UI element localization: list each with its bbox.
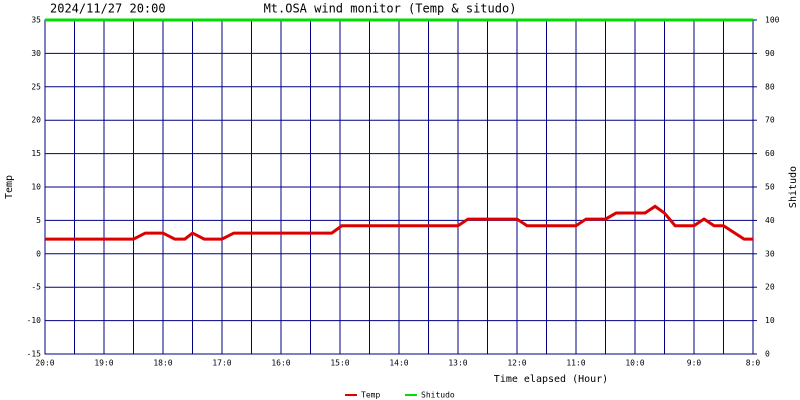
y2-tick-label: 90 <box>765 49 775 58</box>
y2-tick-label: 80 <box>765 82 775 91</box>
x-tick-label: 10:0 <box>625 359 644 368</box>
y-tick-label: 20 <box>31 116 41 125</box>
y-tick-label: 0 <box>36 249 41 258</box>
x-tick-label: 13:0 <box>448 359 467 368</box>
chart-title: Mt.OSA wind monitor (Temp & situdo) <box>264 2 517 16</box>
x-tick-label: 14:0 <box>389 359 408 368</box>
series-line <box>45 204 753 241</box>
legend-label: Temp <box>361 391 380 400</box>
x-tick-label: 12:0 <box>507 359 526 368</box>
y2-tick-label: 0 <box>765 350 770 359</box>
y-tick-label: 25 <box>31 82 41 91</box>
y2-tick-label: 30 <box>765 249 775 258</box>
y-axis-label: Temp <box>4 175 15 199</box>
y2-tick-label: 70 <box>765 116 775 125</box>
y2-tick-label: 100 <box>765 16 780 25</box>
x-tick-label: 15:0 <box>330 359 349 368</box>
x-tick-label: 20:0 <box>35 359 54 368</box>
legend-label: Shitudo <box>421 391 455 400</box>
y-tick-label: -5 <box>31 283 41 292</box>
y-tick-label: 5 <box>36 216 41 225</box>
y2-tick-label: 60 <box>765 149 775 158</box>
x-tick-label: 18:0 <box>153 359 172 368</box>
y2-axis-label: Shitudo <box>788 166 799 208</box>
x-tick-label: 19:0 <box>94 359 113 368</box>
y-tick-label: 35 <box>31 16 41 25</box>
y2-tick-label: 40 <box>765 216 775 225</box>
y2-tick-label: 10 <box>765 316 775 325</box>
x-tick-label: 16:0 <box>271 359 290 368</box>
x-tick-label: 17:0 <box>212 359 231 368</box>
timestamp: 2024/11/27 20:00 <box>50 2 166 16</box>
y-tick-label: 30 <box>31 49 41 58</box>
y2-tick-label: 50 <box>765 183 775 192</box>
x-tick-label: 8:0 <box>746 359 761 368</box>
x-tick-label: 9:0 <box>687 359 702 368</box>
y-tick-label: 10 <box>31 183 41 192</box>
x-tick-label: 11:0 <box>566 359 585 368</box>
y-tick-label: -15 <box>27 350 42 359</box>
y2-tick-label: 20 <box>765 283 775 292</box>
x-axis-label: Time elapsed (Hour) <box>494 374 608 385</box>
y-tick-label: 15 <box>31 149 41 158</box>
y-tick-label: -10 <box>27 316 42 325</box>
